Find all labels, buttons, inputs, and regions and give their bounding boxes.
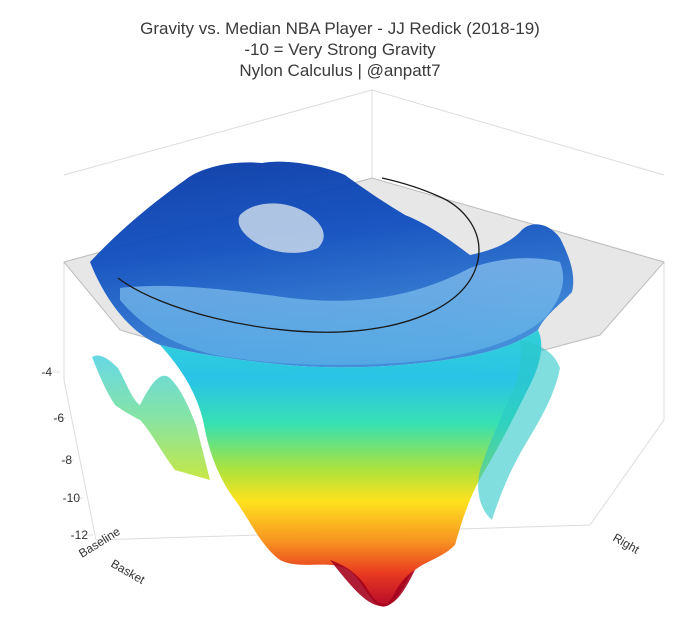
z-axis: -4 -6 -8 -10 -12: [41, 365, 93, 542]
z-tick-label-4: -10: [63, 491, 81, 505]
chart-subtitle: -10 = Very Strong Gravity: [244, 40, 436, 59]
three-point-arc: [117, 177, 480, 333]
chart-credit: Nylon Calculus | @anpatt7: [239, 61, 441, 80]
surface-wall-main: [160, 330, 542, 607]
surface-basin: [330, 560, 415, 607]
chart-title: Gravity vs. Median NBA Player - JJ Redic…: [140, 19, 540, 38]
z-tick-label-5: -12: [71, 528, 89, 542]
basket-axis-label: Basket: [109, 556, 148, 587]
z-tick-label-2: -6: [53, 411, 64, 425]
surface-lip: [120, 258, 564, 365]
z-tick-label-3: -8: [61, 453, 72, 467]
right-axis-label: Right: [611, 530, 643, 556]
z-tick-label-1: -4: [41, 365, 52, 379]
chart-title-block: Gravity vs. Median NBA Player - JJ Redic…: [0, 18, 680, 81]
surface-wall-right: [478, 340, 560, 520]
surface-hole: [238, 203, 324, 253]
surface-wall-left: [92, 355, 210, 480]
